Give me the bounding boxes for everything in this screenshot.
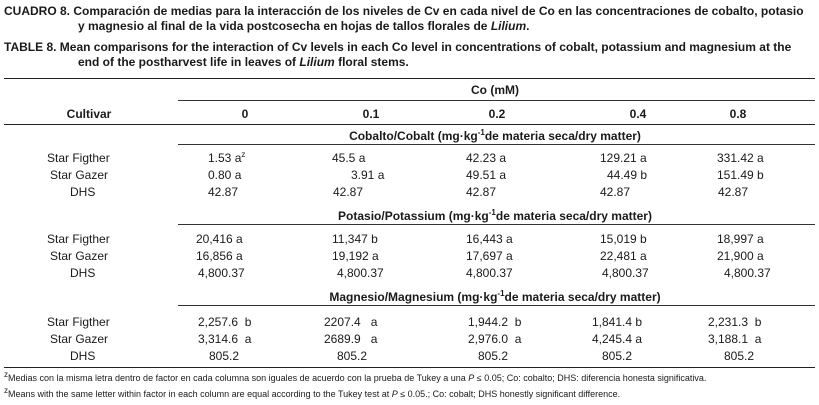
cell-potassium-dhs-1: 4,800.37	[337, 266, 384, 280]
row-label-potassium-dhs: DHS	[70, 266, 96, 280]
table-bottom-rule	[4, 367, 815, 368]
column-header-3: 0.4	[629, 107, 647, 121]
cell-cobalt-star-figther-4: 331.42 a	[717, 151, 764, 165]
caption-english: TABLE 8. Mean comparisons for the intera…	[4, 40, 791, 70]
column-header-0: 0	[241, 107, 249, 121]
cell-magnesium-star-figther-0: 2,257.6 b	[198, 315, 252, 329]
footnote-english: zMeans with the same letter within facto…	[4, 386, 621, 400]
cell-cobalt-star-figther-3: 129.21 a	[600, 151, 647, 165]
section-rule-magnesium	[178, 305, 815, 306]
table-top-rule	[4, 78, 815, 79]
cell-potassium-dhs-0: 4,800.37	[198, 266, 245, 280]
cell-cobalt-star-gazer-2: 49.51 a	[466, 168, 507, 182]
cell-potassium-dhs-2: 4,800.37	[466, 266, 513, 280]
row-label-magnesium-dhs: DHS	[70, 349, 96, 363]
cell-potassium-star-gazer-4: 21,900 a	[717, 249, 764, 263]
cell-magnesium-star-gazer-0: 3,314.6 a	[198, 332, 252, 346]
section-title-potassium: Potasio/Potassium (mg·kg-1de materia sec…	[338, 208, 652, 224]
cell-potassium-star-figther-1: 11,347 b	[332, 232, 378, 246]
cell-potassium-star-figther-0: 20,416 a	[196, 232, 243, 246]
cell-potassium-star-figther-4: 18,997 a	[717, 232, 764, 246]
caption-spanish: CUADRO 8. Comparación de medias para la …	[4, 4, 804, 34]
cell-cobalt-star-gazer-0: 0.80 a	[208, 168, 242, 182]
cell-cobalt-star-figther-0: 1.53 az	[208, 150, 246, 166]
footnote-spanish: zMedias con la misma letra dentro de fac…	[4, 370, 707, 384]
cell-cobalt-star-figther-1: 45.5 a	[332, 151, 366, 165]
cell-magnesium-star-figther-2: 1,944.2 b	[468, 315, 522, 329]
column-header-2: 0.2	[488, 107, 506, 121]
cell-cobalt-dhs-3: 42.87	[600, 185, 631, 199]
cell-magnesium-dhs-3: 805.2	[602, 349, 633, 363]
cell-cobalt-dhs-1: 42.87	[333, 185, 364, 199]
row-label-potassium-star-gazer: Star Gazer	[50, 249, 109, 263]
cell-potassium-star-gazer-3: 22,481 a	[600, 249, 647, 263]
column-header-1: 0.1	[362, 107, 380, 121]
cell-magnesium-star-gazer-2: 2,976.0 a	[468, 332, 522, 346]
cell-magnesium-star-figther-3: 1,841.4 b	[592, 315, 643, 329]
caption-spanish-lead: CUADRO 8. Comparación de medias para la …	[4, 4, 804, 18]
cell-potassium-star-figther-3: 15,019 b	[600, 232, 647, 246]
cell-magnesium-dhs-2: 805.2	[478, 349, 509, 363]
cell-cobalt-dhs-4: 42.87	[718, 185, 749, 199]
cell-magnesium-dhs-1: 805.2	[337, 349, 368, 363]
row-label-potassium-star-figther: Star Figther	[47, 232, 110, 246]
section-rule-cobalt	[178, 144, 815, 145]
cell-magnesium-star-gazer-3: 4,245.4 a	[592, 332, 643, 346]
cell-cobalt-dhs-2: 42.87	[466, 185, 497, 199]
caption-english-lead: TABLE 8. Mean comparisons for the intera…	[4, 40, 792, 54]
co-group-header: Co (mM)	[471, 83, 519, 97]
cell-potassium-star-gazer-2: 17,697 a	[466, 249, 513, 263]
cell-magnesium-dhs-0: 805.2	[209, 349, 240, 363]
row-label-cobalt-star-gazer: Star Gazer	[50, 168, 109, 182]
cell-potassium-dhs-3: 4,800.37	[602, 266, 649, 280]
caption-spanish-line2: y magnesio al final de la vida postcosec…	[78, 19, 530, 33]
cell-potassium-star-figther-2: 16,443 a	[466, 232, 513, 246]
column-header-4: 0.8	[729, 107, 747, 121]
header-bottom-rule	[4, 124, 815, 125]
cell-magnesium-dhs-4: 805.2	[724, 349, 755, 363]
cell-magnesium-star-gazer-4: 3,188.1 a	[708, 332, 762, 346]
row-label-magnesium-star-gazer: Star Gazer	[50, 332, 109, 346]
cell-cobalt-star-gazer-4: 151.49 b	[717, 168, 764, 182]
caption-english-genus: Lilium	[299, 55, 335, 69]
cell-potassium-dhs-4: 4,800.37	[724, 266, 771, 280]
cell-cobalt-star-gazer-1: 3.91 a	[351, 168, 385, 182]
row-label-cobalt-dhs: DHS	[70, 185, 96, 199]
cell-potassium-star-gazer-1: 19,192 a	[332, 249, 379, 263]
cultivar-header: Cultivar	[66, 107, 112, 121]
cell-cobalt-star-figther-2: 42.23 a	[466, 151, 507, 165]
co-header-rule	[178, 100, 815, 101]
caption-english-line2: end of the postharvest life in leaves of…	[78, 55, 409, 69]
cell-potassium-star-gazer-0: 16,856 a	[196, 249, 243, 263]
row-label-magnesium-star-figther: Star Figther	[47, 315, 110, 329]
cell-cobalt-star-gazer-3: 44.49 b	[607, 168, 648, 182]
cell-magnesium-star-gazer-1: 2689.9 a	[324, 332, 378, 346]
row-label-cobalt-star-figther: Star Figther	[47, 151, 110, 165]
cell-magnesium-star-figther-4: 2,231.3 b	[708, 315, 762, 329]
section-title-cobalt: Cobalto/Cobalt (mg·kg-1de materia seca/d…	[349, 128, 641, 144]
caption-spanish-genus: Lilium	[490, 19, 527, 33]
cell-cobalt-dhs-0: 42.87	[208, 185, 239, 199]
section-title-magnesium: Magnesio/Magnesium (mg·kg-1de materia se…	[329, 289, 661, 305]
cell-magnesium-star-figther-1: 2207.4 a	[324, 315, 378, 329]
section-rule-potassium	[178, 224, 815, 225]
